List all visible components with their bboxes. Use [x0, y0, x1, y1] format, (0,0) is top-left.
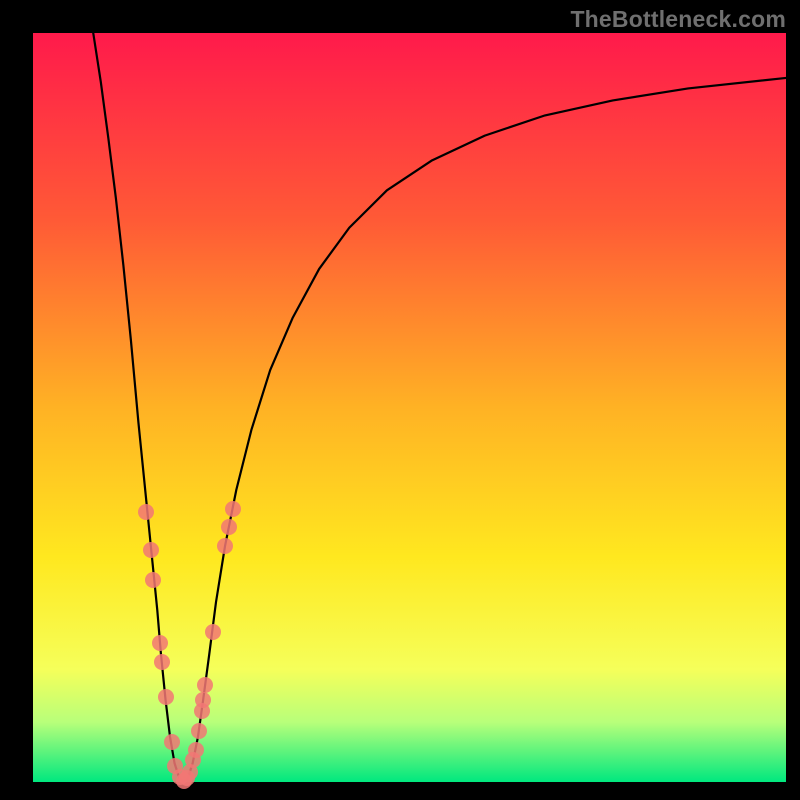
data-dot	[154, 654, 170, 670]
data-dot	[225, 501, 241, 517]
data-dot	[217, 538, 233, 554]
data-dot	[188, 742, 204, 758]
bottleneck-curve	[93, 33, 786, 782]
data-dot	[195, 692, 211, 708]
data-dot	[152, 635, 168, 651]
data-dot	[138, 504, 154, 520]
data-dot	[145, 572, 161, 588]
figure-root: TheBottleneck.com	[0, 0, 800, 800]
data-dot	[191, 723, 207, 739]
data-dot	[221, 519, 237, 535]
bottleneck-curve-svg	[0, 0, 800, 800]
data-dot	[197, 677, 213, 693]
data-dot	[164, 734, 180, 750]
data-dot	[205, 624, 221, 640]
data-dot	[158, 689, 174, 705]
watermark-text: TheBottleneck.com	[570, 6, 786, 33]
data-dot	[143, 542, 159, 558]
